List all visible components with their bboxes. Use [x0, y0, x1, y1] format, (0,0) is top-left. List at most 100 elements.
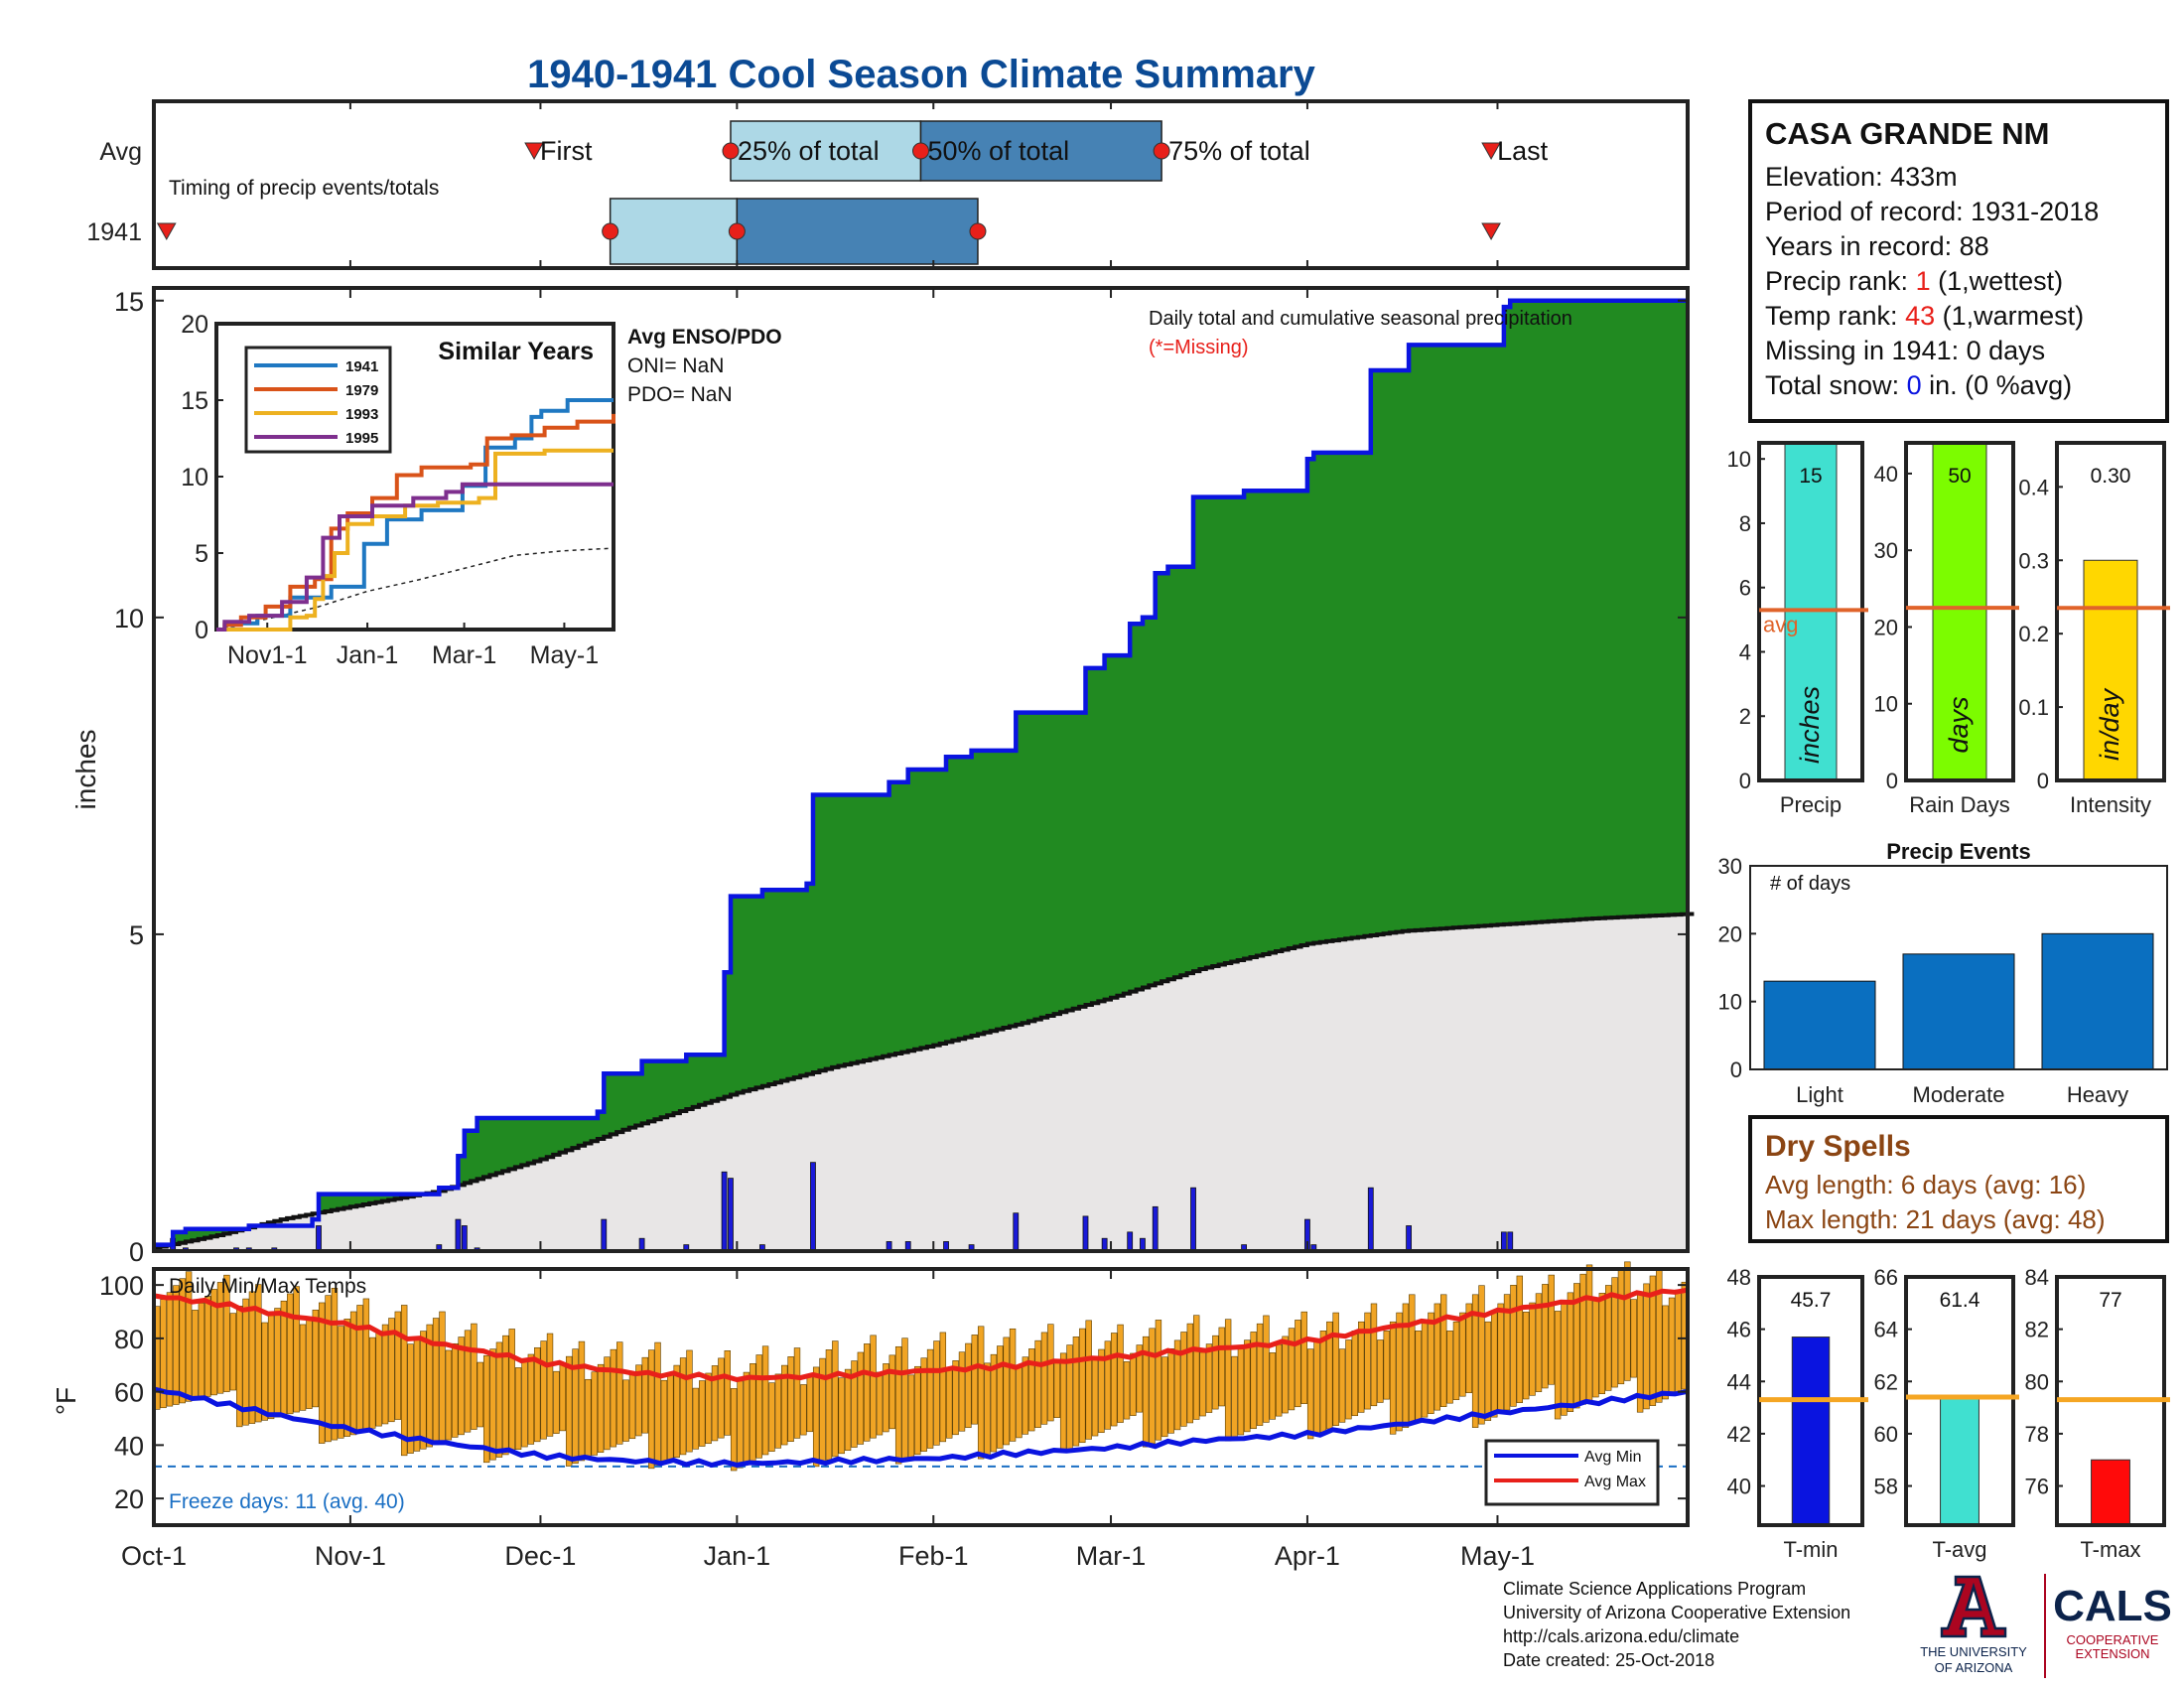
timing-box-y1941-q2	[609, 198, 739, 265]
daily-temp-bar	[800, 1384, 807, 1436]
daily-temp-bar	[781, 1364, 788, 1446]
temp-ylabel: °F	[51, 1387, 81, 1415]
daily-temp-bar	[1040, 1332, 1048, 1425]
dry-spells-frame	[1748, 1115, 2169, 1243]
daily-temp-bar	[686, 1349, 693, 1453]
events-bar-heavy	[2041, 932, 2154, 1070]
daily-temp-bar	[1649, 1275, 1657, 1406]
daily-temp-bar	[1149, 1328, 1156, 1444]
station-elevation: Elevation: 433m	[1765, 162, 1958, 192]
x-axis-month-label: Dec-1	[504, 1541, 576, 1571]
daily-temp-bar	[984, 1362, 991, 1456]
daily-temp-bar	[1351, 1331, 1359, 1417]
daily-temp-bar	[1446, 1331, 1453, 1404]
daily-temp-bar	[1579, 1273, 1586, 1405]
daily-temp-bar	[229, 1313, 236, 1391]
temp-gauge-bar-tmin	[1791, 1336, 1831, 1526]
timing-y1941-p25-marker	[602, 222, 619, 240]
daily-temp-bar	[673, 1364, 680, 1458]
timing-y1941-p50-marker	[728, 222, 746, 240]
daily-temp-bar	[1471, 1294, 1479, 1428]
dry-spells-title: Dry Spells	[1765, 1130, 1911, 1163]
daily-temp-bar	[166, 1292, 174, 1407]
daily-precip-bar	[1367, 1187, 1374, 1252]
gauge-tick-label-precip: 0	[1739, 769, 1751, 793]
inset-average-line	[215, 547, 614, 630]
daily-precip-bar	[455, 1218, 462, 1252]
daily-temp-bar	[1199, 1351, 1206, 1417]
daily-temp-bar	[1079, 1328, 1086, 1444]
daily-temp-bar	[926, 1348, 934, 1449]
daily-temp-bar	[1617, 1269, 1625, 1385]
daily-temp-bar	[458, 1336, 465, 1436]
dry-spells-box: Dry Spells Avg length: 6 days (avg: 16) …	[1748, 1115, 2169, 1243]
daily-temp-bar	[793, 1347, 801, 1439]
timing-box-y1941-q3	[736, 198, 979, 265]
daily-precip-bar	[728, 1178, 734, 1252]
timing-y1941-p75-marker	[969, 222, 987, 240]
daily-temp-bar	[946, 1368, 953, 1439]
daily-temp-bar	[540, 1340, 547, 1440]
temp-gauge-value-tavg: 61.4	[1940, 1289, 1980, 1312]
daily-temp-bar	[597, 1363, 605, 1453]
daily-temp-bar	[806, 1375, 813, 1433]
daily-temp-bar	[1167, 1347, 1174, 1434]
precip-gauges: 0 2 4 6 8 10 15 inches Precip avg 0 10 20 30 40 50 days R…	[1727, 441, 2170, 817]
daily-temp-bar	[508, 1329, 515, 1453]
events-bar-light	[1763, 980, 1876, 1070]
temp-gauge-tick-label-tmin: 42	[1727, 1422, 1751, 1447]
inset-legend-label-1941: 1941	[345, 358, 378, 375]
daily-temp-bar	[628, 1371, 636, 1440]
daily-temp-bar	[1440, 1294, 1447, 1407]
daily-temp-bar	[1409, 1294, 1416, 1425]
events-tick-label: 20	[1718, 921, 1742, 946]
gauge-tick-label-intensity: 0.1	[2018, 695, 2049, 720]
gauge-frame-intensity	[2055, 441, 2166, 782]
precip-rank-prefix: Precip rank:	[1765, 266, 1916, 296]
daily-temp-bar	[527, 1353, 535, 1445]
daily-temp-bar	[857, 1351, 865, 1445]
main-ylabel: inches	[70, 730, 101, 810]
daily-temp-bar	[1319, 1331, 1327, 1433]
daily-temp-bar	[1630, 1299, 1637, 1378]
daily-temp-bar	[1059, 1352, 1067, 1454]
temp-gauge-label-tmax: T-max	[2080, 1537, 2140, 1562]
daily-temp-bar	[559, 1363, 566, 1432]
daily-precip-bar	[810, 1162, 816, 1252]
gauge-value-intensity: 0.30	[2091, 465, 2131, 488]
temp-gauge-value-tmin: 45.7	[1791, 1289, 1832, 1312]
daily-temp-bar	[1123, 1361, 1131, 1420]
daily-precip-bar	[1190, 1187, 1196, 1252]
daily-temp-bar	[1091, 1356, 1099, 1437]
daily-temp-bar	[1662, 1305, 1669, 1400]
daily-temp-bar	[299, 1324, 307, 1411]
cals-logo: CALS COOPERATIVE EXTENSION	[2053, 1582, 2172, 1661]
inset-legend-label-1979: 1979	[345, 382, 378, 399]
footer: Climate Science Applications Program Uni…	[1503, 1579, 1850, 1670]
daily-temp-bar	[1295, 1320, 1301, 1408]
timing-label-p25: 25% of total	[738, 136, 880, 166]
daily-temp-bar	[616, 1341, 623, 1445]
daily-temp-bar	[280, 1300, 288, 1416]
temp-y-tick-label: 100	[99, 1271, 144, 1301]
cals-logo-text: CALS	[2053, 1582, 2172, 1630]
gauge-unit-intensity: in/day	[2095, 687, 2124, 761]
daily-temp-bar	[1250, 1332, 1257, 1430]
daily-temp-bar	[711, 1365, 719, 1442]
daily-temp-bar	[1529, 1302, 1536, 1396]
daily-temp-bar	[1218, 1327, 1225, 1407]
inset-y-tick-label: 5	[195, 540, 208, 568]
daily-temp-bar	[1136, 1344, 1143, 1413]
daily-temp-bar	[185, 1271, 193, 1402]
daily-temp-bar	[761, 1345, 769, 1456]
daily-temp-bar	[1452, 1321, 1460, 1400]
temp-gauge-tick-label-tavg: 62	[1874, 1369, 1898, 1394]
temp-plot-area	[153, 1261, 1689, 1525]
daily-temp-bar	[1478, 1285, 1485, 1425]
gauge-tick-label-intensity: 0.4	[2018, 475, 2049, 499]
daily-temp-bar	[1377, 1339, 1384, 1403]
daily-temp-bar	[173, 1285, 180, 1405]
daily-temp-bar	[958, 1351, 966, 1432]
gauge-tick-label-precip: 6	[1739, 576, 1751, 601]
gauge-tick-label-precip: 2	[1739, 704, 1751, 729]
